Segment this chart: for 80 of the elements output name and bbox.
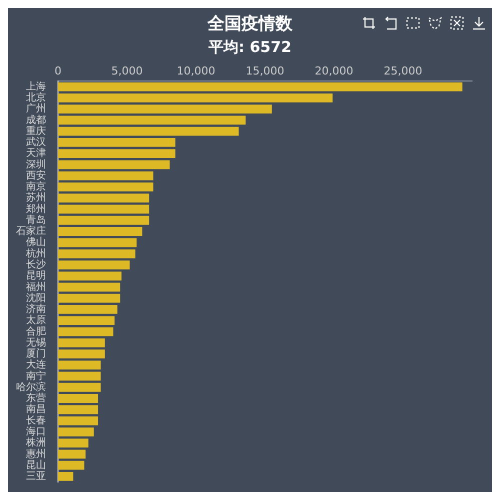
y-tick-label: 合肥 — [26, 325, 46, 338]
bar — [58, 394, 98, 403]
bar — [58, 427, 94, 436]
y-tick-label: 南京 — [26, 180, 46, 193]
bar — [58, 360, 101, 370]
bar — [58, 294, 120, 303]
y-tick-label: 株洲 — [25, 436, 46, 449]
y-tick-label: 沈阳 — [26, 292, 46, 304]
bar — [58, 260, 130, 270]
y-tick-label: 惠州 — [25, 448, 46, 460]
y-tick-label: 三亚 — [26, 471, 46, 482]
bar — [58, 472, 74, 481]
bar — [58, 460, 84, 470]
x-tick-label: 25,000 — [384, 64, 422, 78]
bar — [58, 104, 272, 114]
y-tick-label: 北京 — [26, 91, 46, 104]
chart-title: 全国疫情数 — [206, 13, 294, 35]
bar — [58, 416, 98, 426]
y-tick-label: 海口 — [26, 425, 46, 438]
y-tick-label: 西安 — [26, 169, 46, 182]
x-tick-label: 0 — [54, 64, 62, 78]
bar — [58, 382, 101, 392]
bar — [58, 350, 105, 358]
bar — [58, 372, 101, 381]
y-tick-label: 广州 — [26, 102, 46, 115]
y-tick-label: 无锡 — [26, 337, 46, 348]
y-tick-label: 杭州 — [25, 247, 46, 260]
bar — [58, 438, 88, 448]
bar — [58, 272, 122, 280]
y-tick-label: 成都 — [26, 114, 46, 126]
y-tick-label: 南昌 — [26, 403, 46, 416]
x-tick-label: 15,000 — [246, 64, 284, 78]
x-tick-label: 10,000 — [176, 64, 216, 78]
y-tick-label: 昆明 — [26, 270, 46, 282]
y-tick-label: 佛山 — [26, 236, 46, 248]
bar — [58, 282, 120, 292]
bar — [58, 194, 150, 203]
y-tick-label: 济南 — [26, 303, 46, 316]
y-tick-label: 青岛 — [26, 214, 46, 226]
bar — [58, 216, 150, 225]
bar — [58, 450, 86, 459]
y-tick-label: 厦门 — [26, 348, 46, 360]
y-tick-label: 昆山 — [26, 458, 46, 471]
y-tick-label: 武汉 — [26, 136, 46, 148]
bar — [58, 405, 98, 414]
y-tick-label: 上海 — [26, 80, 46, 92]
bar — [58, 93, 333, 102]
x-tick-label: 5,000 — [111, 64, 143, 78]
bar — [58, 304, 118, 314]
y-tick-label: 天津 — [26, 147, 46, 160]
bar — [58, 116, 246, 125]
y-tick-label: 重庆 — [26, 124, 46, 137]
bar — [58, 149, 176, 158]
bar — [58, 171, 154, 180]
y-tick-label: 石家庄 — [16, 225, 46, 238]
y-tick-label: 长沙 — [26, 258, 46, 270]
bar — [58, 182, 154, 192]
x-tick-label: 20,000 — [314, 64, 354, 78]
bar — [58, 204, 150, 214]
bar — [58, 249, 136, 258]
bar — [58, 338, 105, 348]
y-tick-label: 福州 — [26, 280, 46, 293]
bar — [58, 227, 142, 236]
y-tick-label: 深圳 — [26, 158, 46, 170]
bar — [58, 327, 114, 336]
y-tick-label: 哈尔滨 — [16, 380, 46, 393]
bar — [58, 238, 137, 248]
y-tick-label: 郑州 — [26, 202, 46, 215]
y-tick-label: 太原 — [26, 314, 46, 326]
bar — [58, 138, 176, 147]
y-tick-label: 苏州 — [26, 192, 46, 204]
bar — [58, 160, 170, 170]
y-tick-label: 长春 — [26, 414, 46, 426]
bar — [58, 316, 115, 326]
bar — [58, 82, 462, 92]
bar — [58, 126, 239, 136]
y-tick-label: 东营 — [26, 392, 46, 404]
y-tick-label: 南宁 — [26, 370, 46, 382]
y-tick-label: 大连 — [26, 358, 46, 371]
text: 平均: 6572 — [208, 38, 292, 57]
